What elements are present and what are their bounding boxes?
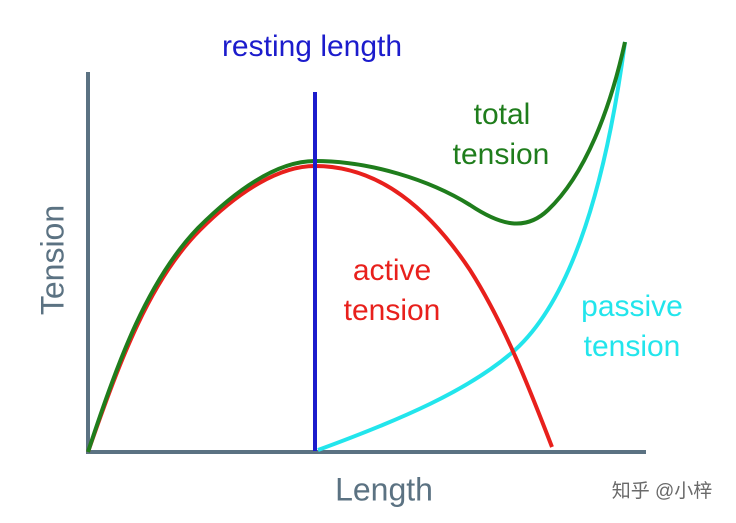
active-label: tension — [344, 294, 441, 327]
y-axis-label: Tension — [34, 205, 70, 315]
passive-label: passive — [581, 290, 683, 323]
total-label: tension — [453, 138, 550, 171]
passive-curve — [317, 41, 627, 452]
active-label: active — [353, 254, 431, 287]
passive-label: tension — [584, 330, 681, 363]
x-axis-label: Length — [335, 471, 433, 507]
watermark: 知乎 @小梓 — [612, 480, 713, 502]
total-label: total — [474, 98, 531, 131]
total-curve — [86, 41, 627, 453]
resting-length-label: resting length — [222, 30, 402, 63]
